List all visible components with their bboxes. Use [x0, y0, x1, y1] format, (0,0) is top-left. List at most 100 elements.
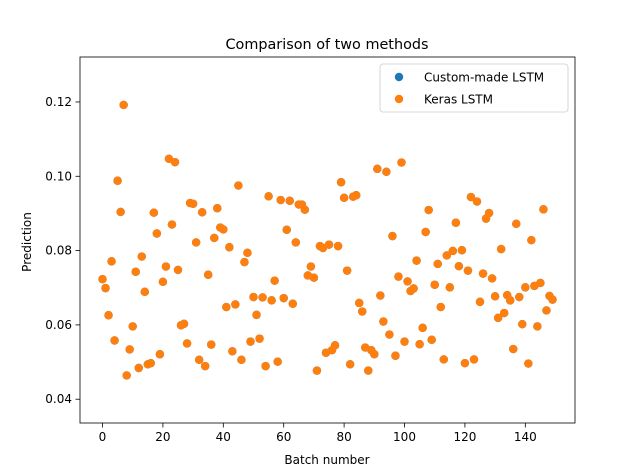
- data-point-s1-84: [351, 191, 361, 200]
- data-point-s1-135: [506, 296, 515, 305]
- data-point-s1-90: [370, 350, 379, 359]
- data-point-s1-78: [333, 241, 343, 251]
- y-tick-label-3: 0.10: [45, 169, 72, 183]
- data-point-s1-41: [222, 302, 231, 312]
- x-tick-label-1: 20: [155, 430, 170, 444]
- x-axis-label: Batch number: [284, 453, 369, 467]
- data-point-s1-126: [478, 269, 488, 278]
- data-point-s1-70: [309, 273, 319, 282]
- data-point-s1-28: [182, 339, 192, 348]
- data-point-s1-105: [415, 340, 424, 349]
- data-point-s1-6: [116, 207, 125, 217]
- data-point-s1-115: [445, 283, 455, 292]
- data-point-s1-11: [131, 267, 140, 276]
- data-point-s1-144: [533, 322, 542, 331]
- data-point-s1-88: [364, 366, 373, 375]
- data-point-s1-19: [155, 350, 165, 359]
- data-point-s1-40: [219, 225, 228, 234]
- data-point-s1-125: [475, 297, 485, 307]
- y-tick-label-2: 0.08: [45, 244, 72, 258]
- data-point-s1-33: [197, 208, 207, 217]
- data-point-s1-129: [487, 274, 497, 283]
- data-point-s1-27: [179, 319, 189, 328]
- data-point-s1-4: [110, 336, 119, 345]
- data-point-s1-106: [418, 323, 427, 333]
- data-point-s1-50: [249, 292, 258, 302]
- data-point-s1-130: [490, 292, 500, 301]
- data-point-s1-14: [140, 287, 149, 297]
- data-point-s1-46: [237, 355, 246, 365]
- data-point-s1-140: [521, 283, 530, 292]
- data-point-s1-12: [134, 363, 143, 373]
- data-point-s1-37: [210, 233, 219, 243]
- data-point-s1-17: [149, 208, 159, 217]
- axes-frame: [79, 56, 576, 424]
- data-point-s1-67: [300, 205, 310, 214]
- data-point-s1-96: [388, 231, 397, 241]
- data-point-s1-62: [285, 196, 294, 205]
- data-point-s1-44: [231, 300, 240, 309]
- data-point-s1-104: [412, 256, 421, 265]
- data-point-s1-100: [400, 337, 409, 346]
- data-point-s1-69: [306, 262, 316, 271]
- legend-frame: [379, 63, 569, 113]
- data-point-s1-2: [104, 311, 113, 320]
- data-point-s1-101: [403, 277, 412, 286]
- data-point-s1-132: [496, 244, 506, 254]
- data-point-s1-110: [430, 280, 439, 289]
- data-point-s1-32: [194, 355, 204, 365]
- data-point-s1-0: [98, 275, 107, 284]
- data-point-s1-45: [234, 181, 243, 190]
- x-tick-label-7: 140: [514, 430, 537, 444]
- data-point-s1-71: [312, 366, 322, 375]
- data-point-s1-23: [167, 220, 177, 229]
- legend-marker-1: [394, 94, 404, 104]
- data-point-s1-117: [451, 218, 461, 227]
- data-point-s1-97: [391, 351, 400, 360]
- data-point-s1-91: [373, 164, 382, 174]
- data-point-s1-38: [213, 204, 222, 213]
- data-point-s1-80: [339, 193, 349, 203]
- data-point-s1-53: [258, 293, 267, 302]
- chart-title: Comparison of two methods: [225, 37, 428, 53]
- data-point-s1-149: [548, 295, 557, 304]
- data-point-s1-138: [515, 292, 524, 302]
- data-point-s1-36: [207, 340, 216, 349]
- data-point-s1-49: [246, 337, 255, 346]
- data-point-s1-3: [107, 257, 116, 266]
- data-point-s1-16: [146, 358, 156, 368]
- data-point-s1-77: [330, 341, 340, 350]
- data-point-s1-79: [336, 178, 346, 187]
- data-point-s1-25: [173, 265, 183, 275]
- legend-marker-0: [394, 72, 404, 82]
- data-point-s1-82: [345, 360, 355, 369]
- data-point-s1-56: [267, 296, 276, 305]
- y-tick-label-0: 0.04: [45, 392, 72, 406]
- legend: Custom-made LSTM Keras LSTM: [379, 63, 569, 113]
- x-tick-label-6: 120: [453, 430, 476, 444]
- data-point-s1-31: [191, 238, 201, 247]
- data-point-s1-120: [460, 358, 470, 368]
- data-point-s1-95: [385, 330, 394, 339]
- x-tick-label-5: 100: [393, 430, 416, 444]
- x-tick-label-3: 60: [276, 430, 291, 444]
- data-point-s1-75: [324, 240, 334, 249]
- data-point-s1-103: [409, 284, 418, 293]
- data-point-s1-141: [524, 359, 533, 368]
- data-point-s1-98: [394, 272, 403, 281]
- data-point-s1-114: [442, 251, 451, 260]
- data-point-s1-111: [433, 259, 442, 269]
- data-point-s1-47: [240, 257, 249, 267]
- data-point-s1-58: [273, 357, 282, 366]
- data-point-s1-142: [527, 235, 536, 245]
- legend-label-0: Custom-made LSTM: [424, 71, 544, 85]
- data-point-s1-131: [493, 313, 503, 323]
- data-point-s1-109: [427, 335, 436, 344]
- data-point-s1-9: [125, 345, 134, 354]
- data-point-s1-55: [264, 192, 273, 201]
- data-point-s1-18: [152, 229, 162, 238]
- legend-label-1: Keras LSTM: [424, 93, 493, 107]
- data-point-s1-64: [291, 238, 300, 247]
- data-point-s1-136: [509, 344, 518, 354]
- data-point-s1-137: [512, 219, 521, 229]
